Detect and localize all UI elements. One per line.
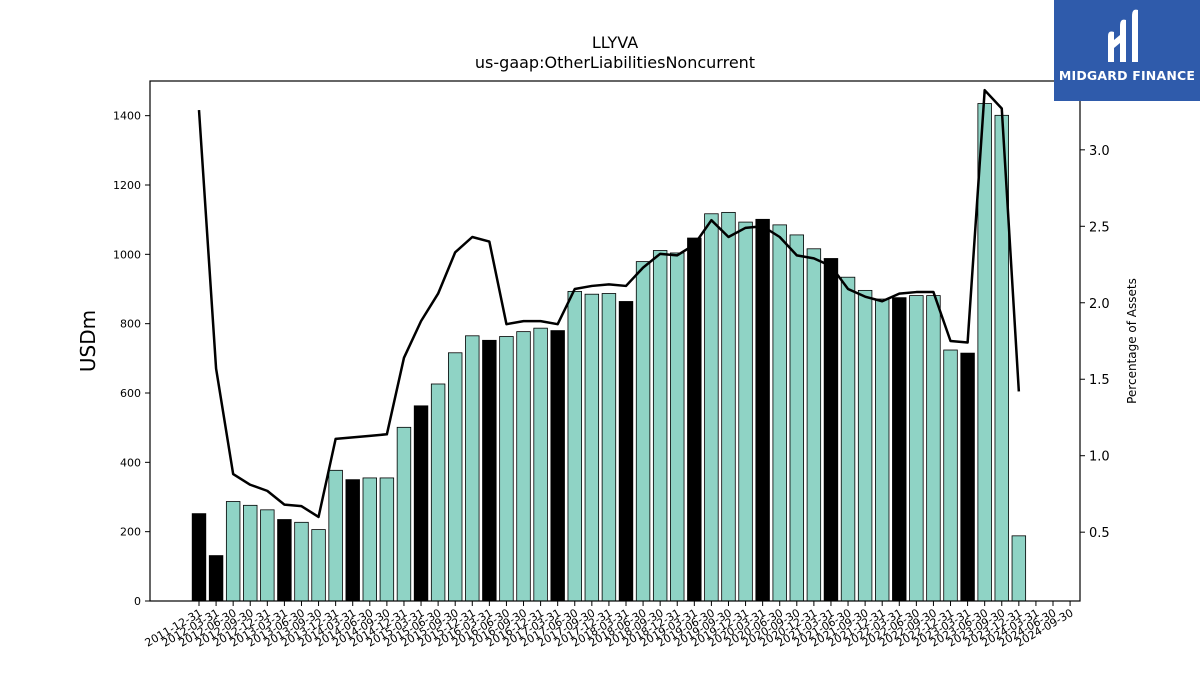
bar-2014-03-31 bbox=[345, 479, 360, 602]
bar-2017-06-30 bbox=[567, 291, 582, 602]
bar-2019-06-30 bbox=[704, 213, 719, 602]
y-tick-label: 600 bbox=[120, 387, 141, 400]
bar-2014-12-31 bbox=[396, 426, 412, 602]
bar-2016-06-30 bbox=[499, 336, 514, 602]
brand-mark-icon bbox=[1108, 9, 1138, 63]
bar-2015-03-31 bbox=[413, 405, 429, 602]
left-y-axis: 0 200 400 600 800 1000 1200 1400 bbox=[113, 110, 150, 608]
bars-group bbox=[191, 103, 1027, 602]
bar-2016-09-30 bbox=[516, 331, 531, 602]
bar-2013-09-30 bbox=[311, 529, 326, 602]
y2-tick-label: 1.5 bbox=[1089, 373, 1110, 388]
bar-2016-12-31 bbox=[533, 327, 548, 602]
bar-2020-12-31 bbox=[806, 248, 822, 602]
bar-2020-03-31 bbox=[755, 218, 770, 602]
y-tick-label: 800 bbox=[120, 318, 141, 331]
bar-2011-12-31 bbox=[191, 513, 207, 602]
bar-2017-12-31 bbox=[601, 293, 617, 602]
bar-2019-12-31 bbox=[738, 221, 753, 602]
bar-2017-09-30 bbox=[584, 293, 600, 602]
bar-2015-12-31 bbox=[465, 335, 480, 602]
bar-2015-06-30 bbox=[430, 383, 446, 602]
bar-2014-09-30 bbox=[379, 477, 395, 602]
bar-2013-12-31 bbox=[328, 469, 343, 602]
bar-2022-03-31 bbox=[892, 297, 907, 602]
bar-2019-03-31 bbox=[687, 237, 702, 602]
bar-2013-06-30 bbox=[294, 521, 309, 602]
bar-2018-03-31 bbox=[618, 301, 634, 602]
bar-2016-03-31 bbox=[482, 339, 497, 602]
bar-2021-06-30 bbox=[840, 276, 856, 602]
bar-2012-03-31 bbox=[208, 555, 224, 602]
y-tick-label: 0 bbox=[134, 595, 141, 608]
brand-logo: MIDGARD FINANCE bbox=[1054, 0, 1200, 101]
bar-2020-06-30 bbox=[772, 224, 787, 602]
y-tick-label: 1400 bbox=[113, 110, 141, 123]
y-axis-label: USDm bbox=[76, 310, 100, 372]
bar-2018-12-31 bbox=[670, 252, 685, 602]
chart-subtitle: us-gaap:OtherLiabilitiesNoncurrent bbox=[475, 53, 755, 72]
bar-2013-03-31 bbox=[277, 519, 292, 602]
y2-axis-label: Percentage of Assets bbox=[1125, 278, 1139, 404]
plot-frame bbox=[149, 80, 1081, 602]
y2-tick-label: 2.5 bbox=[1089, 220, 1110, 235]
y2-tick-label: 0.5 bbox=[1089, 526, 1110, 541]
bar-2018-06-30 bbox=[635, 261, 651, 602]
bar-2023-12-31 bbox=[1011, 535, 1027, 602]
bar-2012-09-30 bbox=[243, 504, 258, 602]
y2-tick-label: 1.0 bbox=[1089, 450, 1110, 465]
bar-2021-03-31 bbox=[823, 258, 839, 602]
y-tick-label: 1200 bbox=[113, 179, 141, 192]
bar-2018-09-30 bbox=[652, 250, 668, 602]
bar-2022-12-31 bbox=[943, 349, 958, 602]
y-tick-label: 1000 bbox=[113, 248, 141, 261]
bar-2015-09-30 bbox=[447, 352, 463, 602]
bar-2012-12-31 bbox=[260, 509, 275, 602]
y2-tick-label: 3.0 bbox=[1089, 144, 1110, 159]
y-tick-label: 400 bbox=[120, 456, 141, 469]
bar-2021-12-31 bbox=[875, 298, 890, 602]
y-tick-label: 200 bbox=[120, 526, 141, 539]
right-y-axis: 0.5 1.0 1.5 2.0 2.5 3.0 bbox=[1080, 144, 1110, 541]
bar-2022-06-30 bbox=[909, 295, 924, 602]
y2-tick-label: 2.0 bbox=[1089, 297, 1110, 312]
bar-2014-06-30 bbox=[362, 477, 378, 602]
bar-2023-03-31 bbox=[960, 352, 975, 602]
chart-title: LLYVA bbox=[592, 33, 638, 52]
bar-2017-03-31 bbox=[550, 330, 565, 602]
x-axis: 2011-12-312012-03-312012-06-302012-09-30… bbox=[143, 601, 1076, 650]
bar-2020-09-30 bbox=[789, 234, 805, 602]
bar-2012-06-30 bbox=[225, 501, 241, 602]
bar-2021-09-30 bbox=[857, 289, 873, 602]
bar-2022-09-30 bbox=[926, 295, 941, 602]
brand-name: MIDGARD FINANCE bbox=[1058, 68, 1196, 83]
bar-2019-09-30 bbox=[721, 211, 736, 602]
percentage-of-assets-line bbox=[197, 88, 1021, 519]
